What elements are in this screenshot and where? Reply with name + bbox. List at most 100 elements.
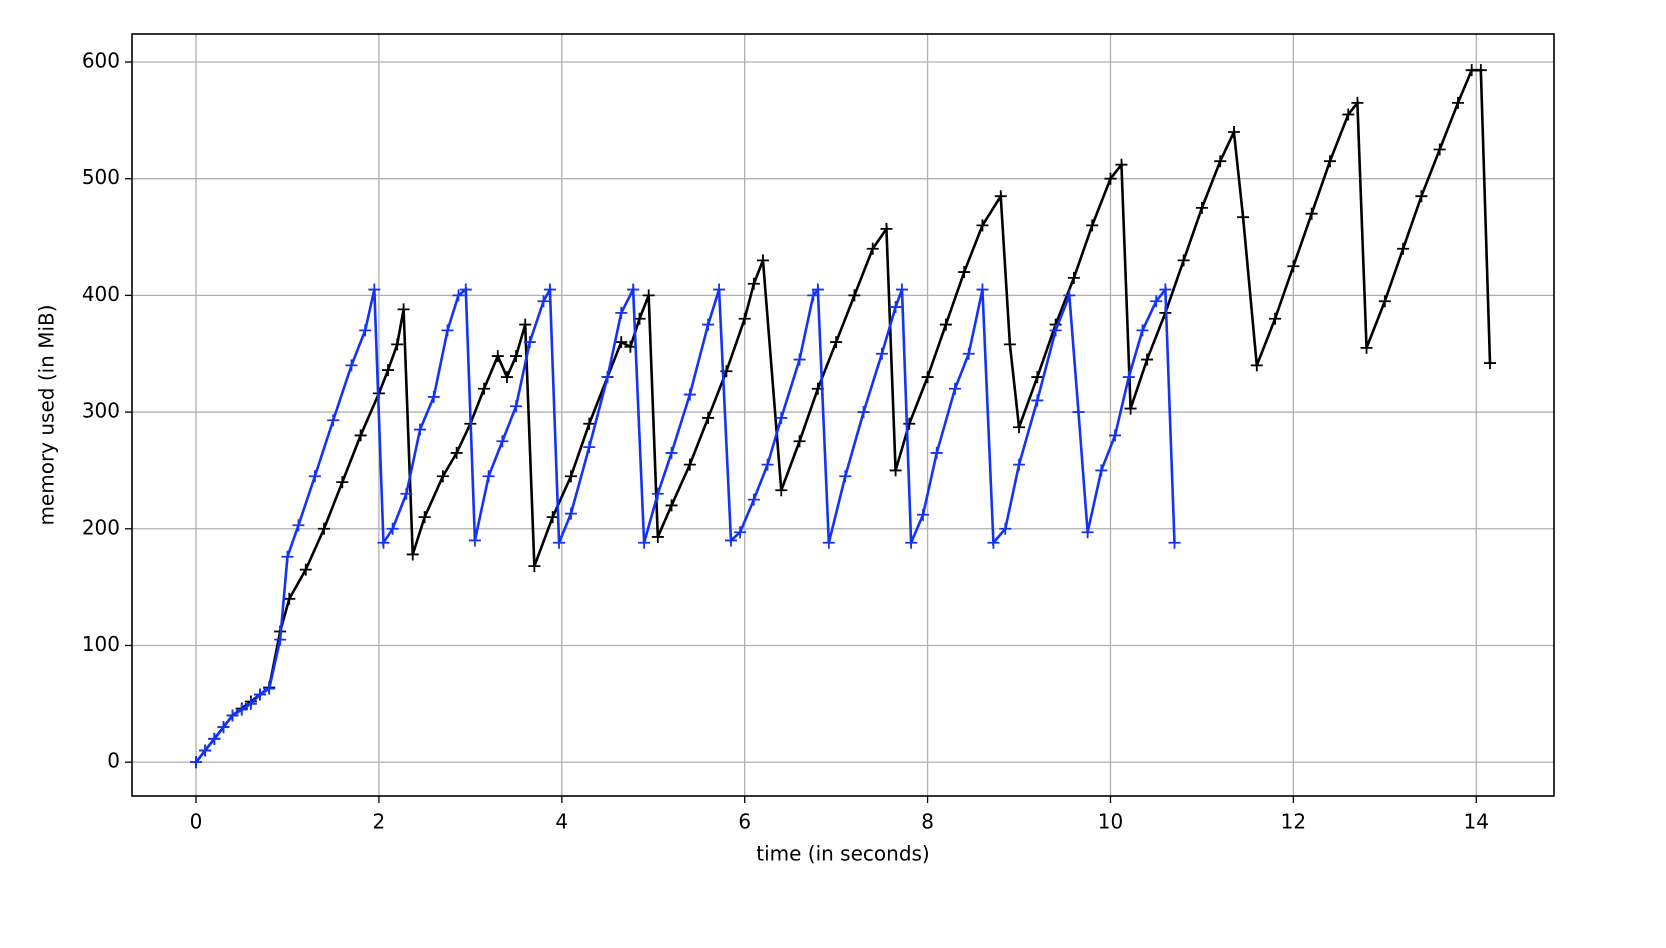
- point-marker: [1415, 190, 1428, 203]
- point-marker: [939, 318, 952, 331]
- point-marker: [994, 190, 1007, 203]
- y-tick-label: 500: [82, 165, 120, 189]
- point-marker: [921, 371, 934, 384]
- point-marker: [528, 560, 541, 573]
- point-marker: [537, 295, 550, 308]
- x-tick-label: 6: [738, 810, 751, 834]
- point-marker: [377, 536, 390, 549]
- point-marker: [308, 470, 321, 483]
- point-marker: [702, 318, 715, 331]
- point-marker: [281, 550, 294, 563]
- point-marker: [683, 458, 696, 471]
- point-marker: [761, 458, 774, 471]
- x-tick-label: 8: [921, 810, 934, 834]
- point-marker: [747, 493, 760, 506]
- point-marker: [683, 388, 696, 401]
- point-marker: [651, 487, 664, 500]
- point-marker: [292, 519, 305, 532]
- point-marker: [546, 511, 559, 524]
- point-marker: [318, 522, 331, 535]
- point-marker: [638, 536, 651, 549]
- point-marker: [1063, 289, 1076, 302]
- x-tick-label: 4: [555, 810, 568, 834]
- point-marker: [811, 283, 824, 296]
- point-marker: [406, 548, 419, 561]
- point-marker: [1351, 96, 1364, 109]
- point-marker: [830, 336, 843, 349]
- point-marker: [615, 336, 628, 349]
- point-marker: [519, 318, 532, 331]
- point-marker: [1115, 158, 1128, 171]
- point-marker: [880, 222, 893, 235]
- point-marker: [478, 382, 491, 395]
- point-marker: [775, 411, 788, 424]
- point-marker: [583, 441, 596, 454]
- y-tick-label: 200: [82, 515, 120, 539]
- point-marker: [274, 633, 287, 646]
- point-marker: [436, 470, 449, 483]
- point-marker: [482, 470, 495, 483]
- point-marker: [999, 522, 1012, 535]
- point-marker: [217, 721, 230, 734]
- point-marker: [756, 254, 769, 267]
- point-marker: [1159, 283, 1172, 296]
- point-marker: [724, 534, 737, 547]
- point-marker: [976, 283, 989, 296]
- point-marker: [866, 242, 879, 255]
- point-marker: [263, 682, 276, 695]
- point-marker: [441, 324, 454, 337]
- point-marker: [702, 411, 715, 424]
- point-marker: [397, 303, 410, 316]
- point-marker: [1287, 260, 1300, 273]
- point-marker: [962, 347, 975, 360]
- point-marker: [1109, 429, 1122, 442]
- point-marker: [1081, 526, 1094, 539]
- point-marker: [1250, 359, 1263, 372]
- point-marker: [903, 417, 916, 430]
- point-marker: [510, 350, 523, 363]
- point-marker: [1237, 211, 1250, 224]
- point-marker: [553, 536, 566, 549]
- point-marker: [642, 289, 655, 302]
- point-marker: [1378, 295, 1391, 308]
- point-marker: [905, 536, 918, 549]
- point-marker: [1095, 464, 1108, 477]
- axes-frame: [131, 33, 1555, 797]
- y-tick-label: 0: [107, 749, 120, 773]
- y-tick-label: 100: [82, 632, 120, 656]
- plot-area: [190, 64, 1496, 769]
- point-marker: [665, 499, 678, 512]
- point-marker: [1360, 341, 1373, 354]
- point-marker: [895, 283, 908, 296]
- point-marker: [1451, 96, 1464, 109]
- point-marker: [889, 301, 902, 314]
- point-marker: [627, 283, 640, 296]
- point-marker: [1483, 357, 1496, 370]
- point-marker: [775, 484, 788, 497]
- point-marker: [1013, 421, 1026, 434]
- point-marker: [336, 476, 349, 489]
- point-marker: [254, 688, 267, 701]
- x-tick-label: 0: [190, 810, 203, 834]
- point-marker: [889, 464, 902, 477]
- point-marker: [459, 283, 472, 296]
- point-marker: [665, 446, 678, 459]
- point-marker: [510, 400, 523, 413]
- point-marker: [235, 703, 248, 716]
- point-marker: [734, 526, 747, 539]
- y-axis-label: memory used (in MiB): [35, 304, 59, 525]
- point-marker: [400, 487, 413, 500]
- point-marker: [651, 530, 664, 543]
- point-marker: [848, 289, 861, 302]
- x-tick-label: 14: [1464, 810, 1489, 834]
- point-marker: [1342, 108, 1355, 121]
- point-marker: [564, 470, 577, 483]
- point-marker: [452, 289, 465, 302]
- point-marker: [1433, 143, 1446, 156]
- point-marker: [793, 353, 806, 366]
- x-tick-label: 12: [1281, 810, 1306, 834]
- point-marker: [1214, 155, 1227, 168]
- point-marker: [1305, 207, 1318, 220]
